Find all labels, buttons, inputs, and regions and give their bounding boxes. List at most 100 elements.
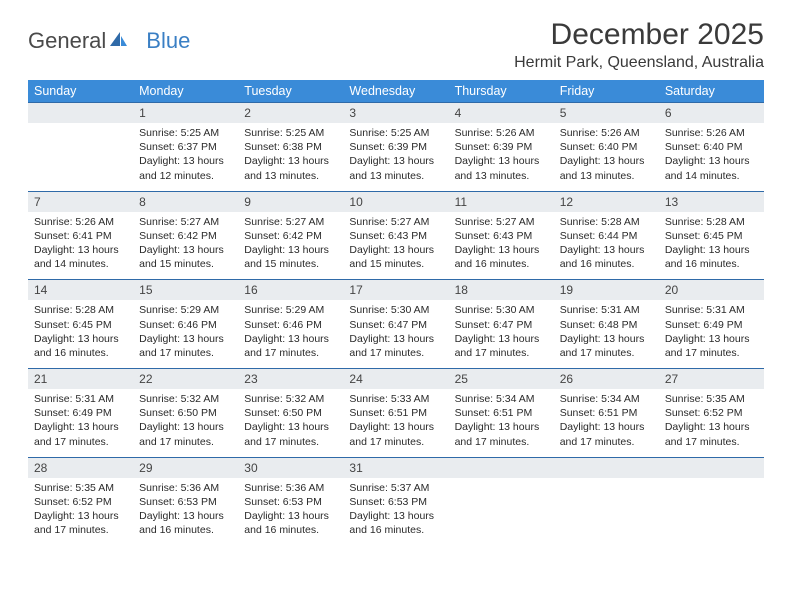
daylight-line: Daylight: 13 hours and 17 minutes. <box>34 509 127 537</box>
day-body-cell: Sunrise: 5:29 AMSunset: 6:46 PMDaylight:… <box>238 300 343 368</box>
day-number-cell: 2 <box>238 103 343 124</box>
daylight-line: Daylight: 13 hours and 17 minutes. <box>665 420 758 448</box>
day-body-cell: Sunrise: 5:33 AMSunset: 6:51 PMDaylight:… <box>343 389 448 457</box>
sunset-line: Sunset: 6:49 PM <box>34 406 127 420</box>
sunrise-line: Sunrise: 5:33 AM <box>349 392 442 406</box>
sunset-line: Sunset: 6:47 PM <box>455 318 548 332</box>
sunset-line: Sunset: 6:46 PM <box>139 318 232 332</box>
sunrise-line: Sunrise: 5:30 AM <box>349 303 442 317</box>
sunrise-line: Sunrise: 5:35 AM <box>665 392 758 406</box>
day-body-cell: Sunrise: 5:26 AMSunset: 6:41 PMDaylight:… <box>28 212 133 280</box>
daylight-line: Daylight: 13 hours and 16 minutes. <box>560 243 653 271</box>
daylight-line: Daylight: 13 hours and 17 minutes. <box>139 420 232 448</box>
day-number-cell: 13 <box>659 191 764 212</box>
day-body-cell: Sunrise: 5:27 AMSunset: 6:43 PMDaylight:… <box>449 212 554 280</box>
header: General Blue December 2025 Hermit Park, … <box>28 18 764 72</box>
logo-text-general: General <box>28 28 106 54</box>
sunset-line: Sunset: 6:51 PM <box>560 406 653 420</box>
title-block: December 2025 Hermit Park, Queensland, A… <box>514 18 764 72</box>
day-number-cell: 17 <box>343 280 448 301</box>
sunset-line: Sunset: 6:47 PM <box>349 318 442 332</box>
day-number-cell <box>28 103 133 124</box>
sunrise-line: Sunrise: 5:36 AM <box>139 481 232 495</box>
sunrise-line: Sunrise: 5:27 AM <box>349 215 442 229</box>
daylight-line: Daylight: 13 hours and 13 minutes. <box>244 154 337 182</box>
day-body-cell <box>28 123 133 191</box>
daylight-line: Daylight: 13 hours and 16 minutes. <box>244 509 337 537</box>
sunrise-line: Sunrise: 5:29 AM <box>139 303 232 317</box>
day-number-cell: 9 <box>238 191 343 212</box>
day-body-cell: Sunrise: 5:36 AMSunset: 6:53 PMDaylight:… <box>238 478 343 546</box>
day-body-cell: Sunrise: 5:31 AMSunset: 6:49 PMDaylight:… <box>659 300 764 368</box>
sunset-line: Sunset: 6:53 PM <box>139 495 232 509</box>
sunset-line: Sunset: 6:38 PM <box>244 140 337 154</box>
day-body-row: Sunrise: 5:26 AMSunset: 6:41 PMDaylight:… <box>28 212 764 280</box>
day-number-cell <box>449 457 554 478</box>
day-number-cell: 16 <box>238 280 343 301</box>
location: Hermit Park, Queensland, Australia <box>514 54 764 72</box>
day-number-cell <box>554 457 659 478</box>
day-body-cell: Sunrise: 5:35 AMSunset: 6:52 PMDaylight:… <box>659 389 764 457</box>
daylight-line: Daylight: 13 hours and 14 minutes. <box>34 243 127 271</box>
daylight-line: Daylight: 13 hours and 14 minutes. <box>665 154 758 182</box>
sunrise-line: Sunrise: 5:28 AM <box>34 303 127 317</box>
day-body-cell: Sunrise: 5:27 AMSunset: 6:42 PMDaylight:… <box>133 212 238 280</box>
day-body-cell: Sunrise: 5:30 AMSunset: 6:47 PMDaylight:… <box>449 300 554 368</box>
day-number-cell: 26 <box>554 369 659 390</box>
logo: General Blue <box>28 18 190 54</box>
month-title: December 2025 <box>514 18 764 52</box>
weekday-header: Thursday <box>449 80 554 103</box>
day-number-cell: 24 <box>343 369 448 390</box>
day-number-cell: 23 <box>238 369 343 390</box>
sunrise-line: Sunrise: 5:31 AM <box>34 392 127 406</box>
weekday-header: Saturday <box>659 80 764 103</box>
day-number-cell: 30 <box>238 457 343 478</box>
sunset-line: Sunset: 6:39 PM <box>349 140 442 154</box>
weekday-header-row: SundayMondayTuesdayWednesdayThursdayFrid… <box>28 80 764 103</box>
sunset-line: Sunset: 6:53 PM <box>349 495 442 509</box>
sunset-line: Sunset: 6:52 PM <box>665 406 758 420</box>
sunrise-line: Sunrise: 5:34 AM <box>560 392 653 406</box>
day-number-row: 123456 <box>28 103 764 124</box>
sunrise-line: Sunrise: 5:27 AM <box>455 215 548 229</box>
sunrise-line: Sunrise: 5:35 AM <box>34 481 127 495</box>
sunrise-line: Sunrise: 5:25 AM <box>349 126 442 140</box>
daylight-line: Daylight: 13 hours and 17 minutes. <box>560 332 653 360</box>
daylight-line: Daylight: 13 hours and 17 minutes. <box>665 332 758 360</box>
day-body-cell: Sunrise: 5:26 AMSunset: 6:40 PMDaylight:… <box>659 123 764 191</box>
sunrise-line: Sunrise: 5:28 AM <box>560 215 653 229</box>
daylight-line: Daylight: 13 hours and 16 minutes. <box>455 243 548 271</box>
day-body-cell: Sunrise: 5:28 AMSunset: 6:45 PMDaylight:… <box>28 300 133 368</box>
day-number-cell: 8 <box>133 191 238 212</box>
day-body-cell: Sunrise: 5:25 AMSunset: 6:37 PMDaylight:… <box>133 123 238 191</box>
sunrise-line: Sunrise: 5:31 AM <box>665 303 758 317</box>
sunset-line: Sunset: 6:40 PM <box>665 140 758 154</box>
sunrise-line: Sunrise: 5:32 AM <box>244 392 337 406</box>
day-number-row: 78910111213 <box>28 191 764 212</box>
sunset-line: Sunset: 6:45 PM <box>34 318 127 332</box>
day-number-cell: 22 <box>133 369 238 390</box>
sunset-line: Sunset: 6:39 PM <box>455 140 548 154</box>
daylight-line: Daylight: 13 hours and 17 minutes. <box>349 420 442 448</box>
sunset-line: Sunset: 6:40 PM <box>560 140 653 154</box>
weekday-header: Wednesday <box>343 80 448 103</box>
sunrise-line: Sunrise: 5:36 AM <box>244 481 337 495</box>
day-number-cell: 29 <box>133 457 238 478</box>
daylight-line: Daylight: 13 hours and 16 minutes. <box>139 509 232 537</box>
daylight-line: Daylight: 13 hours and 15 minutes. <box>349 243 442 271</box>
day-number-cell: 11 <box>449 191 554 212</box>
weekday-header: Friday <box>554 80 659 103</box>
day-body-cell: Sunrise: 5:32 AMSunset: 6:50 PMDaylight:… <box>133 389 238 457</box>
sunset-line: Sunset: 6:42 PM <box>244 229 337 243</box>
sunrise-line: Sunrise: 5:34 AM <box>455 392 548 406</box>
day-body-cell: Sunrise: 5:28 AMSunset: 6:44 PMDaylight:… <box>554 212 659 280</box>
sunset-line: Sunset: 6:46 PM <box>244 318 337 332</box>
daylight-line: Daylight: 13 hours and 17 minutes. <box>349 332 442 360</box>
logo-sail-icon <box>108 28 128 54</box>
day-body-cell: Sunrise: 5:28 AMSunset: 6:45 PMDaylight:… <box>659 212 764 280</box>
day-number-cell: 19 <box>554 280 659 301</box>
daylight-line: Daylight: 13 hours and 12 minutes. <box>139 154 232 182</box>
day-body-cell <box>659 478 764 546</box>
day-body-cell: Sunrise: 5:37 AMSunset: 6:53 PMDaylight:… <box>343 478 448 546</box>
sunrise-line: Sunrise: 5:30 AM <box>455 303 548 317</box>
